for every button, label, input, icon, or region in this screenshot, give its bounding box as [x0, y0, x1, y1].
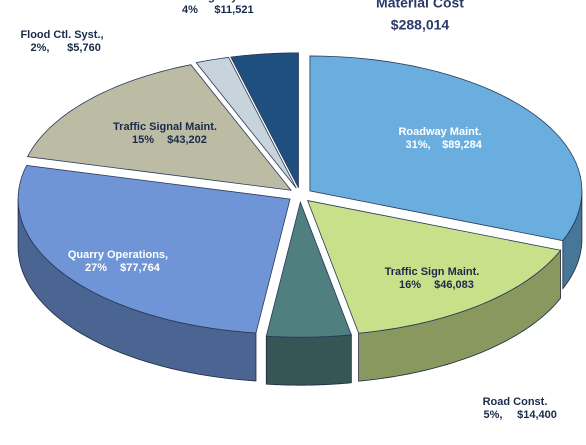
slice-value: $11,521	[214, 4, 253, 16]
slice-value: $46,083	[434, 279, 474, 291]
chart-subtitle: $288,014	[391, 17, 450, 33]
slice-percent: 5%,	[484, 409, 503, 421]
slice-side	[265, 334, 352, 386]
slice-percent: 4%	[182, 4, 198, 16]
slice	[309, 55, 583, 242]
slice-name: Traffic Signal Maint.	[113, 121, 217, 133]
slice	[307, 200, 562, 334]
slice-name: Road Const.	[483, 396, 548, 408]
slice-name: Roadway Maint.	[398, 126, 481, 138]
slice	[17, 165, 291, 334]
slice	[230, 52, 299, 189]
slice-percent: 16%	[399, 279, 421, 291]
slice-value: $5,760	[67, 42, 101, 54]
slice-name: Drainage Syst.	[174, 0, 250, 3]
slice-value: $89,284	[442, 139, 483, 151]
slice-name: Quarry Operations,	[68, 249, 168, 261]
slice-percent: 15%	[132, 134, 154, 146]
slice-percent: 31%,	[405, 139, 430, 151]
slice-percent: 2%,	[31, 42, 50, 54]
slice-value: $77,764	[120, 262, 161, 274]
slice-name: Traffic Sign Maint.	[385, 266, 480, 278]
slice	[195, 56, 297, 189]
slice	[265, 200, 352, 338]
slice	[26, 64, 292, 191]
chart-title: Material Cost	[376, 0, 464, 11]
slice-percent: 27%	[85, 262, 107, 274]
slice-name: Flood Ctl. Syst.,	[20, 29, 103, 41]
slice-value: $14,400	[517, 409, 557, 421]
slice-value: $43,202	[167, 134, 207, 146]
